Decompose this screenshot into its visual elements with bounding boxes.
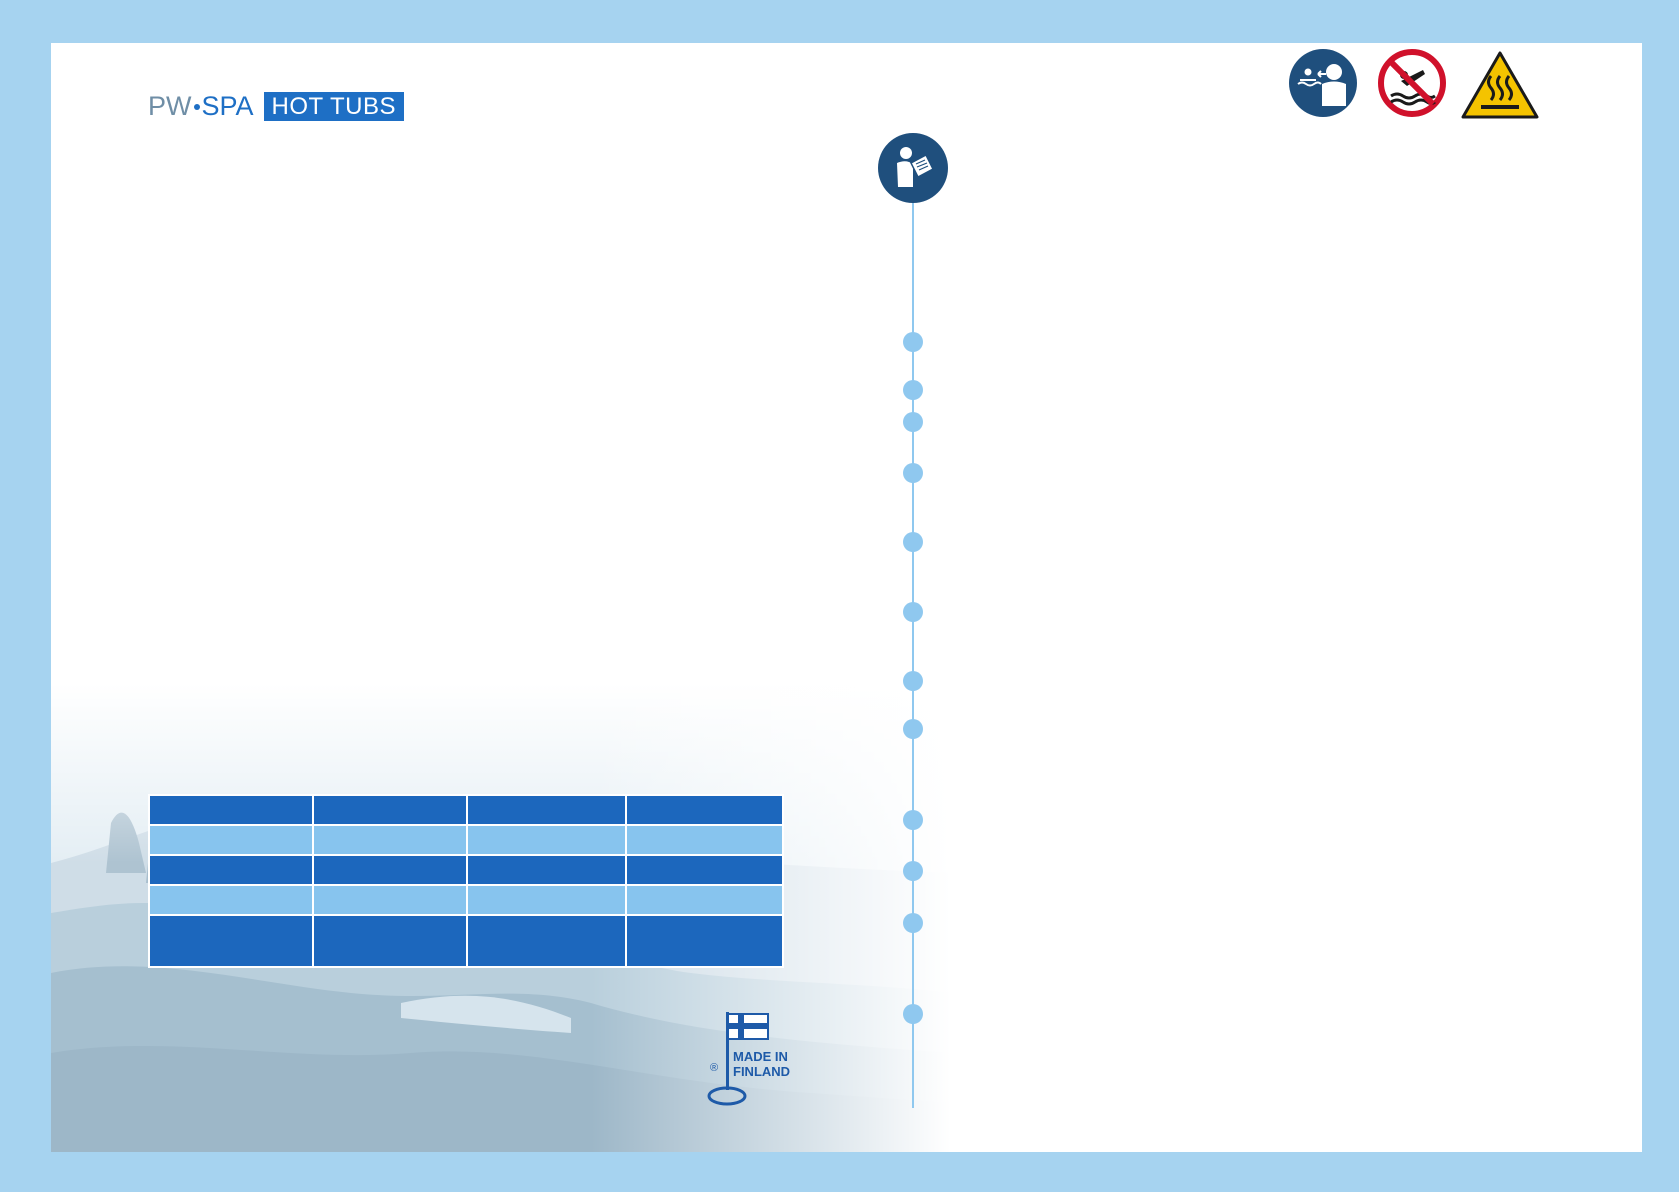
timeline-step-dot <box>903 671 923 691</box>
made-in-finland-badge: MADE IN FINLAND ® <box>706 1010 796 1106</box>
table-cell <box>624 794 785 826</box>
timeline-step-dot <box>903 332 923 352</box>
manual-page: PW SPA HOT TUBS MADE IN FINLAND ® <box>51 43 1642 1152</box>
logo-dot-icon <box>193 103 200 110</box>
table-row <box>148 884 785 916</box>
table-cell <box>466 824 627 856</box>
timeline-step-dot <box>903 719 923 739</box>
table-cell <box>466 884 627 916</box>
table-cell <box>148 884 314 916</box>
table-cell <box>624 824 785 856</box>
timeline-step-dot <box>903 380 923 400</box>
timeline-step-dot <box>903 532 923 552</box>
table-cell <box>466 914 627 968</box>
timeline-step-dot <box>903 1004 923 1024</box>
lake-landscape-background <box>51 683 951 1152</box>
key-flag-icon <box>707 1012 769 1106</box>
table-row <box>148 824 785 856</box>
table-cell <box>148 824 314 856</box>
finland-label: FINLAND <box>733 1064 791 1079</box>
table-row <box>148 794 785 826</box>
made-in-finland-text: MADE IN FINLAND <box>733 1049 790 1079</box>
read-manual-icon <box>878 133 948 203</box>
table-cell <box>311 824 469 856</box>
supervise-children-icon <box>1289 49 1357 117</box>
no-diving-icon <box>1378 49 1446 117</box>
pw-spa-hot-tubs-logo: PW SPA HOT TUBS <box>148 92 404 121</box>
table-row <box>148 914 785 968</box>
timeline-step-dot <box>903 463 923 483</box>
timeline-step-dot <box>903 861 923 881</box>
spec-table <box>148 794 785 968</box>
table-cell <box>311 884 469 916</box>
registered-mark: ® <box>710 1062 719 1074</box>
timeline-step-dot <box>903 412 923 432</box>
logo-badge: HOT TUBS <box>263 92 404 121</box>
table-cell <box>148 854 314 886</box>
table-cell <box>624 914 785 968</box>
table-cell <box>466 794 627 826</box>
table-cell <box>624 884 785 916</box>
table-cell <box>466 854 627 886</box>
table-cell <box>624 854 785 886</box>
step-timeline <box>51 43 1642 1152</box>
table-cell <box>311 914 469 968</box>
table-cell <box>148 914 314 968</box>
table-cell <box>311 794 469 826</box>
table-row <box>148 854 785 886</box>
timeline-step-dot <box>903 602 923 622</box>
table-cell <box>311 854 469 886</box>
hot-surface-warning-icon <box>1461 51 1539 119</box>
logo-spa-text: SPA <box>201 91 254 121</box>
logo-pw-text: PW <box>148 91 192 121</box>
timeline-step-dot <box>903 810 923 830</box>
table-cell <box>148 794 314 826</box>
made-in-label: MADE IN <box>733 1049 788 1064</box>
logo-wordmark: PW SPA <box>148 92 254 121</box>
spec-table-body <box>148 794 785 968</box>
timeline-step-dot <box>903 913 923 933</box>
